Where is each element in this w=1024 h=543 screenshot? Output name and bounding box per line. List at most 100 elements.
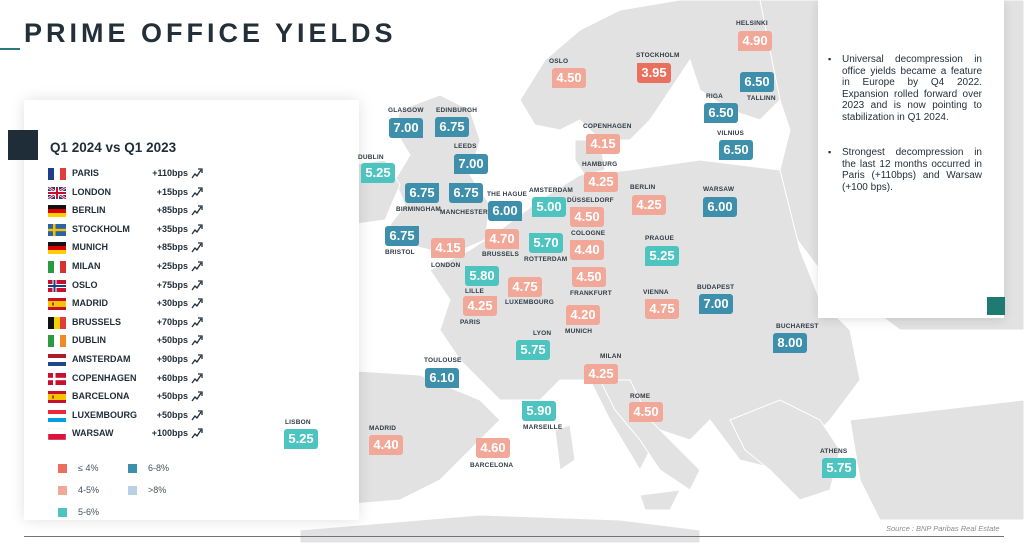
note-item: ▪ Strongest decompression in the last 12… [828, 147, 982, 193]
nl-flag-icon [48, 354, 66, 366]
yield-marker[interactable]: 7.00 [389, 118, 423, 138]
trend-up-arrow-icon [190, 185, 204, 199]
notes-box [818, 0, 1004, 318]
city-label: COLOGNE [571, 230, 606, 237]
notes-marker-square [987, 297, 1005, 315]
trend-up-arrow-icon [190, 278, 204, 292]
country-row-city: COPENHAGEN [72, 372, 137, 383]
city-label: MILAN [600, 353, 622, 360]
country-row: WARSAW +100bps [48, 426, 208, 442]
yield-marker[interactable]: 6.00 [488, 201, 522, 221]
country-row: BRUSSELS +70bps [48, 315, 208, 331]
yield-marker[interactable]: 4.60 [476, 438, 510, 458]
city-label: PARIS [460, 319, 481, 326]
yield-marker[interactable]: 4.75 [645, 299, 679, 319]
city-label: HELSINKI [736, 20, 768, 27]
source-note: Source : BNP Paribas Real Estate [886, 524, 1000, 533]
bullet-icon: ▪ [828, 54, 832, 64]
city-label: STOCKHOLM [636, 52, 680, 59]
city-label: OSLO [549, 58, 569, 65]
city-label: AMSTERDAM [529, 187, 574, 194]
yield-marker[interactable]: 6.75 [435, 117, 469, 137]
country-row: DUBLIN +50bps [48, 333, 208, 349]
yield-marker[interactable]: 6.50 [719, 140, 753, 160]
yield-marker[interactable]: 5.70 [529, 233, 563, 253]
country-row-delta: +85bps [156, 205, 188, 216]
yield-marker[interactable]: 3.95 [637, 63, 671, 83]
yield-marker[interactable]: 4.50 [570, 207, 604, 227]
country-row-city: OSLO [72, 279, 98, 290]
city-label: COPENHAGEN [583, 123, 632, 130]
city-label: BERLIN [630, 184, 656, 191]
yield-marker[interactable]: 4.70 [485, 229, 519, 249]
yield-marker[interactable]: 8.00 [773, 333, 807, 353]
yield-marker[interactable]: 4.50 [552, 68, 586, 88]
dk-flag-icon [48, 372, 66, 385]
yield-marker[interactable]: 6.75 [385, 226, 419, 246]
yield-marker[interactable]: 4.20 [566, 305, 600, 325]
trend-up-arrow-icon [190, 203, 204, 217]
city-label: GLASGOW [388, 107, 424, 114]
country-row: BERLIN +85bps [48, 203, 208, 219]
note-text: Strongest decompression in the last 12 m… [842, 147, 982, 193]
legend-swatch [58, 508, 67, 517]
yield-marker[interactable]: 4.25 [632, 195, 666, 215]
trend-up-arrow-icon [190, 166, 204, 180]
yield-marker[interactable]: 4.40 [369, 435, 403, 455]
country-row-city: PARIS [72, 168, 99, 178]
yield-marker[interactable]: 5.00 [532, 197, 566, 217]
uk-flag-icon [48, 186, 66, 199]
yield-marker[interactable]: 4.90 [738, 31, 772, 51]
city-label: MANCHESTER [440, 209, 488, 216]
country-row-delta: +60bps [156, 372, 188, 383]
yield-marker[interactable]: 5.75 [822, 458, 856, 478]
es-flag-icon [48, 298, 66, 311]
legend-swatch [58, 486, 67, 495]
yield-marker[interactable]: 4.50 [572, 267, 606, 287]
city-label: MARSEILLE [523, 424, 563, 431]
yield-marker[interactable]: 4.15 [431, 238, 465, 258]
yield-marker[interactable]: 4.50 [629, 402, 663, 422]
city-label: BRUSSELS [482, 251, 519, 258]
city-label: BARCELONA [470, 462, 514, 469]
yield-marker[interactable]: 7.00 [699, 294, 733, 314]
yield-marker[interactable]: 5.75 [516, 340, 550, 360]
city-label: ROTTERDAM [524, 256, 568, 263]
yield-marker[interactable]: 5.25 [361, 163, 395, 183]
yield-marker[interactable]: 5.90 [522, 401, 556, 421]
city-label: LYON [533, 330, 552, 337]
trend-up-arrow-icon [190, 222, 204, 236]
yield-marker[interactable]: 6.75 [405, 183, 439, 203]
yield-marker[interactable]: 5.80 [465, 266, 499, 286]
yield-marker[interactable]: 7.00 [454, 154, 488, 174]
city-label: TOULOUSE [424, 357, 462, 364]
legend-label: >8% [148, 485, 167, 495]
country-row-city: LUXEMBOURG [72, 409, 137, 420]
city-label: BRISTOL [385, 249, 415, 256]
yield-marker[interactable]: 6.50 [704, 103, 738, 123]
yield-marker[interactable]: 4.15 [586, 134, 620, 154]
country-row-delta: +110bps [152, 168, 188, 178]
city-label: BUCHAREST [776, 323, 819, 330]
yield-marker[interactable]: 6.00 [703, 197, 737, 217]
pl-flag-icon [48, 428, 66, 441]
country-row-city: STOCKHOLM [72, 223, 130, 234]
yield-marker[interactable]: 6.10 [425, 368, 459, 388]
yield-marker[interactable]: 4.40 [570, 240, 604, 260]
city-label: MADRID [369, 425, 397, 432]
country-row: AMSTERDAM +90bps [48, 352, 208, 368]
city-label: BUDAPEST [697, 284, 735, 291]
country-row-delta: +90bps [156, 354, 188, 364]
yield-marker[interactable]: 4.75 [508, 277, 542, 297]
yield-marker[interactable]: 4.25 [463, 296, 497, 316]
country-row-city: MADRID [72, 298, 108, 309]
trend-up-arrow-icon [190, 315, 204, 329]
yield-marker[interactable]: 6.75 [449, 183, 483, 203]
yield-marker[interactable]: 5.25 [284, 429, 318, 449]
yield-marker[interactable]: 4.25 [584, 172, 618, 192]
ie-flag-icon [48, 335, 66, 348]
yield-marker[interactable]: 6.50 [740, 72, 774, 92]
yield-marker[interactable]: 4.25 [584, 364, 618, 384]
city-label: DUBLIN [358, 154, 384, 161]
yield-marker[interactable]: 5.25 [645, 246, 679, 266]
